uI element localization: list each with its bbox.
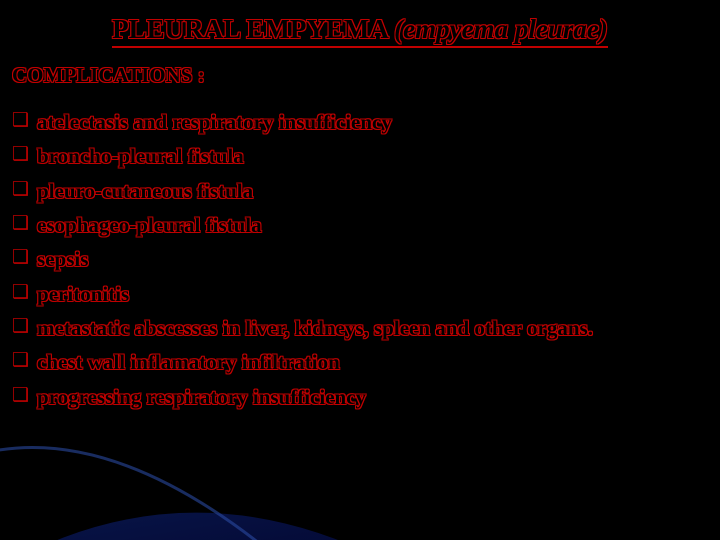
slide-title: PLEURAL EMPYEMA (empyema pleurae) [112,14,608,48]
list-item: ❑ pleuro-cutaneous fistula [12,177,710,205]
square-bullet-icon: ❑ [12,314,29,340]
list-item-text: peritonitis [37,280,129,308]
complications-list: ❑ atelectasis and respiratory insufficien… [10,108,710,411]
list-item-text: progressing respiratory insufficiency [37,383,366,411]
square-bullet-icon: ❑ [12,142,29,168]
square-bullet-icon: ❑ [12,211,29,237]
list-item: ❑ sepsis [12,245,710,273]
list-item: ❑ esophageo-pleural fistula [12,211,710,239]
subheading: COMPLICATIONS : [12,63,710,88]
list-item-text: pleuro-cutaneous fistula [37,177,253,205]
title-paren: (empyema pleurae) [394,14,608,44]
square-bullet-icon: ❑ [12,348,29,374]
list-item-text: esophageo-pleural fistula [37,211,262,239]
list-item-text: broncho-pleural fistula [37,142,244,170]
list-item: ❑ progressing respiratory insufficiency [12,383,710,411]
list-item: ❑ atelectasis and respiratory insufficien… [12,108,710,136]
list-item: ❑ peritonitis [12,280,710,308]
list-item-text: metastatic abscesses in liver, kidneys, … [37,314,593,342]
list-item-text: chest wall inflamatory infiltration [37,348,340,376]
list-item: ❑ metastatic abscesses in liver, kidneys,… [12,314,710,342]
list-item-text: atelectasis and respiratory insufficienc… [37,108,392,136]
list-item: ❑ broncho-pleural fistula [12,142,710,170]
square-bullet-icon: ❑ [12,108,29,134]
list-item: ❑ chest wall inflamatory infiltration [12,348,710,376]
square-bullet-icon: ❑ [12,383,29,409]
square-bullet-icon: ❑ [12,245,29,271]
slide-content: PLEURAL EMPYEMA (empyema pleurae) COMPLI… [0,0,720,411]
square-bullet-icon: ❑ [12,177,29,203]
title-main: PLEURAL EMPYEMA [112,14,387,44]
list-item-text: sepsis [37,245,88,273]
square-bullet-icon: ❑ [12,280,29,306]
title-container: PLEURAL EMPYEMA (empyema pleurae) [10,14,710,45]
